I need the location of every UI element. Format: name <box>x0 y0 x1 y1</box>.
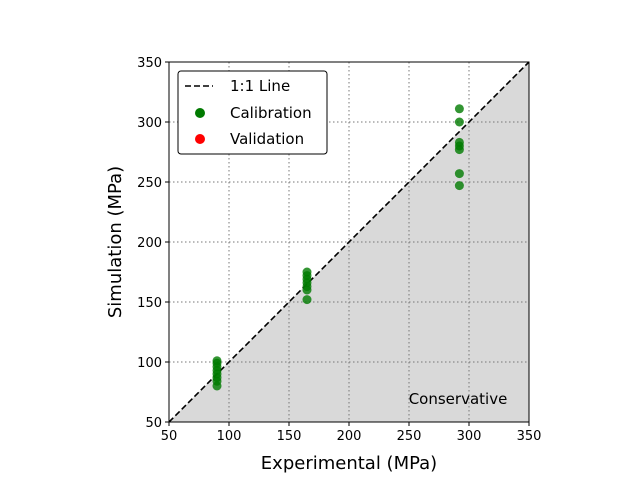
data-point-calibration <box>454 145 464 155</box>
legend-box <box>177 70 328 155</box>
data-point-calibration <box>454 117 464 127</box>
legend: 1:1 Line Calibration Validation <box>177 70 328 155</box>
legend-marker-calibration <box>195 108 205 118</box>
y-tick-label: 50 <box>145 416 162 431</box>
data-point-calibration <box>454 169 464 179</box>
x-tick-label: 150 <box>277 429 302 444</box>
data-points <box>212 104 464 391</box>
x-tick-label: 250 <box>397 429 422 444</box>
x-axis-label: Experimental (MPa) <box>261 453 437 474</box>
legend-marker-validation <box>195 134 205 144</box>
x-tick-label: 50 <box>161 429 178 444</box>
data-point-calibration <box>212 381 222 391</box>
x-tick-label: 300 <box>457 429 482 444</box>
y-tick-label: 350 <box>137 56 162 71</box>
legend-label-validation: Validation <box>230 130 304 148</box>
y-axis-ticks: 50 100 150 200 250 300 350 <box>137 56 169 431</box>
x-tick-label: 350 <box>517 429 542 444</box>
y-tick-label: 300 <box>137 116 162 131</box>
y-tick-label: 150 <box>137 296 162 311</box>
plot-area <box>168 61 530 423</box>
legend-label-line: 1:1 Line <box>230 77 290 95</box>
x-tick-label: 100 <box>217 429 242 444</box>
conservative-label: Conservative <box>409 390 508 408</box>
x-axis-ticks: 50 100 150 200 250 300 350 <box>161 422 542 444</box>
data-point-calibration <box>454 104 464 114</box>
data-point-calibration <box>454 181 464 191</box>
legend-label-calibration: Calibration <box>230 104 312 122</box>
x-tick-label: 200 <box>337 429 362 444</box>
y-tick-label: 100 <box>137 356 162 371</box>
data-point-calibration <box>302 285 312 295</box>
data-point-calibration <box>302 295 312 305</box>
y-axis-label: Simulation (MPa) <box>105 166 126 318</box>
one-to-one-line <box>168 61 530 423</box>
y-tick-label: 250 <box>137 176 162 191</box>
y-tick-label: 200 <box>137 236 162 251</box>
